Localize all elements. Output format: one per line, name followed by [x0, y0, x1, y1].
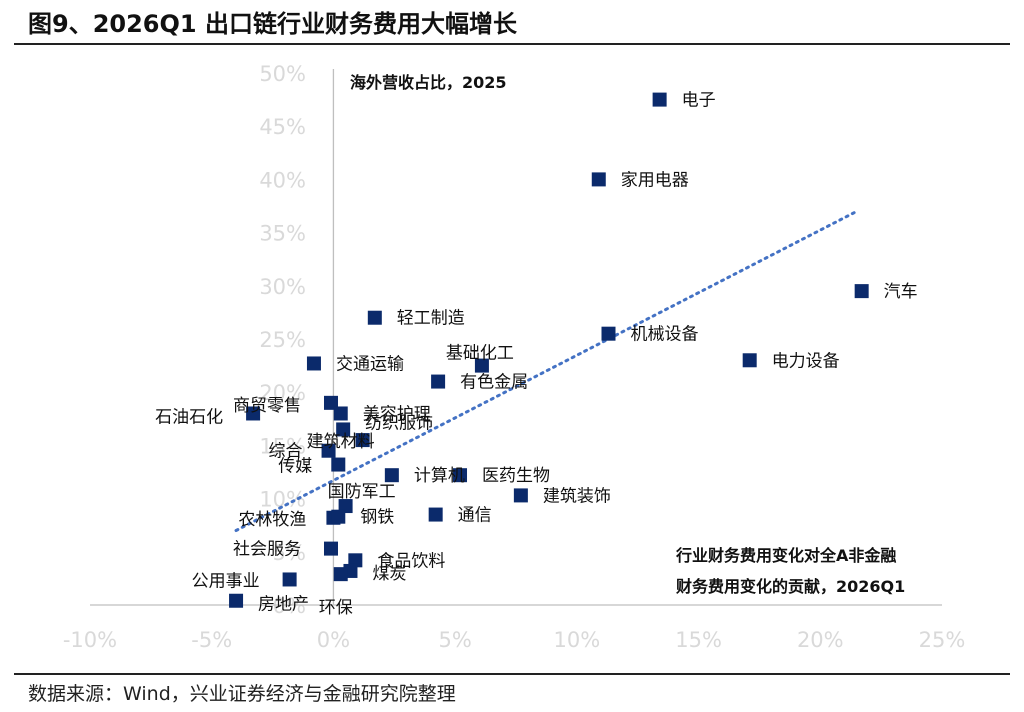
- y-tick-label: 35%: [259, 222, 306, 246]
- point-marker: [474, 358, 489, 373]
- y-tick-label: 30%: [259, 275, 306, 299]
- point-label: 煤炭: [372, 564, 406, 584]
- point-label: 计算机: [414, 466, 465, 486]
- point-label: 家用电器: [621, 170, 689, 190]
- point-label: 社会服务: [233, 540, 301, 560]
- y-tick-label: 0%: [273, 594, 306, 618]
- point-label: 通信: [458, 506, 492, 526]
- x-tick-label: 0%: [317, 628, 350, 652]
- point-label: 基础化工: [446, 344, 514, 364]
- point-marker: [306, 356, 321, 371]
- point-marker: [282, 572, 297, 587]
- point-label: 建筑材料: [307, 432, 375, 452]
- x-tick-label: 25%: [919, 628, 966, 652]
- trendline-dotted: [234, 209, 859, 533]
- point-marker: [355, 433, 370, 448]
- point-label: 纺织服饰: [365, 413, 433, 433]
- top-rule: [14, 43, 1010, 45]
- point-marker: [453, 468, 468, 483]
- point-marker: [348, 553, 363, 568]
- y-tick-label: 15%: [259, 434, 306, 458]
- y-tick-label: 5%: [273, 541, 306, 565]
- y-tick-label: 20%: [259, 381, 306, 405]
- x-tick-label: -10%: [63, 628, 117, 652]
- y-tick-label: 40%: [259, 168, 306, 192]
- point-marker: [323, 395, 338, 410]
- point-marker: [652, 92, 667, 107]
- point-label: 钢铁: [360, 508, 394, 528]
- y-tick-label: 45%: [259, 115, 306, 139]
- point-label: 环保: [319, 598, 353, 618]
- axes: [90, 69, 942, 606]
- point-label: 机械设备: [631, 325, 699, 345]
- point-marker: [338, 499, 353, 514]
- point-label: 美容护理: [363, 404, 431, 424]
- x-axis-title-line1: 行业财务费用变化对全A非金融: [675, 546, 896, 565]
- x-tick-label: 5%: [438, 628, 471, 652]
- y-tick-label: 50%: [259, 62, 306, 86]
- point-label: 电子: [682, 91, 716, 111]
- trendline: [234, 209, 859, 533]
- point-marker: [513, 488, 528, 503]
- point-marker: [246, 406, 261, 421]
- point-label: 电力设备: [772, 351, 840, 371]
- point-label: 有色金属: [460, 373, 528, 393]
- x-tick-label: 15%: [675, 628, 722, 652]
- point-label: 农林牧渔: [238, 510, 306, 530]
- x-tick-label: 10%: [554, 628, 601, 652]
- point-label: 石油石化: [155, 407, 223, 427]
- point-marker: [331, 457, 346, 472]
- point-label: 传媒: [278, 457, 312, 477]
- point-marker: [321, 443, 336, 458]
- data-points: [229, 92, 869, 608]
- point-marker: [431, 374, 446, 389]
- point-label: 医药生物: [482, 466, 550, 486]
- point-label: 汽车: [884, 282, 918, 302]
- point-marker: [384, 468, 399, 483]
- point-marker: [428, 507, 443, 522]
- y-axis-title: 海外营收占比，2025: [350, 73, 507, 92]
- point-label: 建筑装饰: [543, 486, 611, 506]
- y-tick-label: 25%: [259, 328, 306, 352]
- bottom-rule: [14, 673, 1010, 675]
- y-tick-labels: 0%5%10%15%20%25%30%35%40%45%50%: [259, 62, 306, 618]
- point-label: 轻工制造: [397, 309, 465, 329]
- point-marker: [331, 509, 346, 524]
- point-marker: [323, 541, 338, 556]
- point-label: 国防军工: [328, 482, 396, 502]
- x-tick-label: 20%: [797, 628, 844, 652]
- point-marker: [591, 172, 606, 187]
- point-label: 食品饮料: [377, 551, 445, 571]
- x-axis-title-line2: 财务费用变化的贡献，2026Q1: [675, 577, 905, 596]
- x-tick-labels: -10% -5% 0% 5% 10% 15% 20% 25%: [63, 628, 965, 652]
- point-label: 商贸零售: [233, 396, 301, 416]
- point-marker: [336, 422, 351, 437]
- point-label: 房地产: [258, 595, 309, 615]
- point-label: 交通运输: [336, 354, 404, 374]
- point-marker: [367, 310, 382, 325]
- point-marker: [601, 326, 616, 341]
- figure-title: 图9、2026Q1 出口链行业财务费用大幅增长: [28, 10, 517, 38]
- point-marker: [854, 284, 869, 299]
- point-label: 公用事业: [192, 571, 260, 591]
- point-marker: [333, 567, 348, 582]
- point-marker: [333, 406, 348, 421]
- point-marker: [742, 353, 757, 368]
- point-label: 综合: [269, 442, 303, 462]
- source-note: 数据来源：Wind，兴业证券经济与金融研究院整理: [28, 683, 456, 705]
- point-marker: [229, 593, 244, 608]
- x-tick-label: -5%: [191, 628, 232, 652]
